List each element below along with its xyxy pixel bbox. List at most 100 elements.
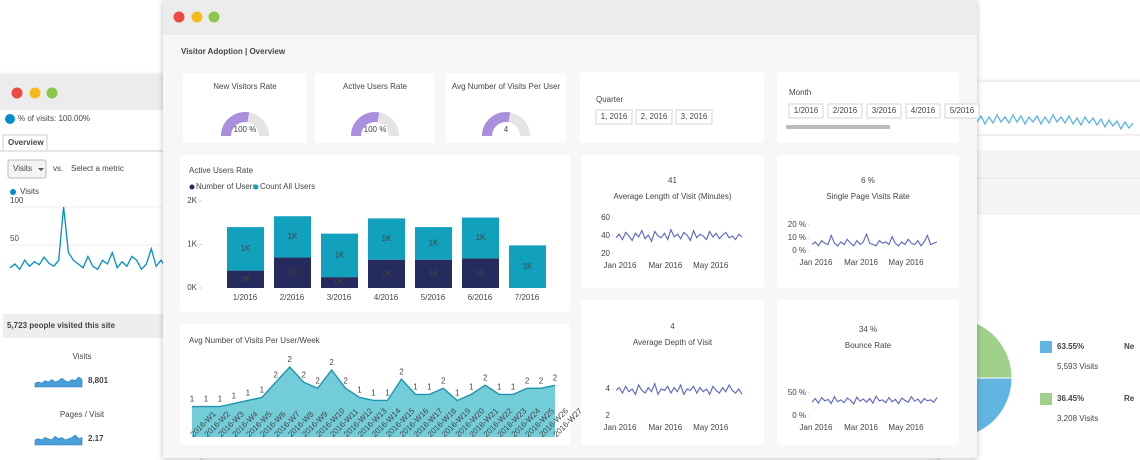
slicer-item[interactable] <box>635 109 673 125</box>
y-tick-label: 20 % <box>788 220 806 229</box>
bar-value-label: 0K <box>241 274 251 283</box>
bar-value-label: 0K <box>335 278 345 287</box>
metric-title: Average Length of Visit (Minutes) <box>614 192 732 201</box>
series-legend-label: Visits <box>20 187 39 196</box>
metric-card <box>777 155 959 288</box>
metric-dropdown[interactable] <box>7 159 47 179</box>
stat-label: Visits <box>73 352 92 361</box>
bar-segment <box>321 277 358 288</box>
x-tick-label: Mar 2016 <box>648 261 682 270</box>
data-label: 2 <box>288 355 293 364</box>
legend-dot <box>189 184 195 190</box>
stat-value: 2.17 <box>88 434 104 443</box>
slicer-item-label[interactable]: 1, 2016 <box>601 112 628 121</box>
x-tick-label: 4/2016 <box>374 293 399 302</box>
bar-value-label: 1K <box>429 269 439 278</box>
kpi-value: 4 <box>504 125 509 134</box>
legend-dot <box>253 184 259 190</box>
data-label: 1 <box>469 383 474 392</box>
slicer-item-label[interactable]: 1/2016 <box>794 106 819 115</box>
legend-label: Re <box>1124 394 1135 403</box>
slicer-label: Month <box>789 88 811 97</box>
bar-segment <box>368 259 405 288</box>
metric-value: 34 % <box>859 325 877 334</box>
slicer-item[interactable] <box>595 109 633 125</box>
slicer-item[interactable] <box>827 103 863 119</box>
slicer-item[interactable] <box>675 109 713 125</box>
slicer-item-label[interactable]: 2, 2016 <box>641 112 668 121</box>
main-window: Visitor Adoption | Overview New Visitors… <box>163 0 980 458</box>
dropdown-caret <box>38 168 44 171</box>
bar-value-label: 1K <box>476 268 486 277</box>
y-tick-label: 1K <box>187 240 197 249</box>
x-tick-label: 3/2016 <box>327 293 352 302</box>
x-tick-label: Jan 2016 <box>604 261 637 270</box>
legend-percent: 36.45% <box>1057 394 1084 403</box>
slicer-item-label[interactable]: 3, 2016 <box>681 112 708 121</box>
metric-value: 4 <box>670 322 675 331</box>
slicer-item-label[interactable]: 5/2016 <box>950 106 975 115</box>
tab-label[interactable]: Overview <box>8 138 44 147</box>
data-label: 1 <box>357 386 362 395</box>
slicer-item[interactable] <box>788 103 824 119</box>
x-tick-label: Mar 2016 <box>648 423 682 432</box>
x-tick-label: Mar 2016 <box>844 423 878 432</box>
kpi-label: Active Users Rate <box>343 82 408 91</box>
bar-value-label: 1K <box>241 244 251 253</box>
gauge-fill <box>351 112 380 137</box>
tab[interactable] <box>2 134 48 152</box>
bar-segment <box>368 218 405 260</box>
data-label: 1 <box>190 395 195 404</box>
metric-card <box>777 300 959 445</box>
data-label: 1 <box>371 389 376 398</box>
y-tick-label: 60 <box>601 213 610 222</box>
data-label: 1 <box>246 389 251 398</box>
legend-label: Number of Users <box>196 182 256 191</box>
data-label: 2 <box>329 358 334 367</box>
close-dot <box>173 11 185 23</box>
x-tick-label: 1/2016 <box>233 293 258 302</box>
slicer-item-label[interactable]: 3/2016 <box>872 106 897 115</box>
y-tick-label: 40 <box>601 231 610 240</box>
scrollbar[interactable] <box>786 125 890 129</box>
y-tick-label: 50 % <box>788 388 806 397</box>
vs-label: vs. <box>53 164 63 173</box>
area-line <box>192 365 556 408</box>
select-metric-link[interactable]: Select a metric <box>71 164 124 173</box>
data-label: 1 <box>232 392 237 401</box>
bar-segment <box>321 233 358 278</box>
bar-value-label: 1K <box>288 268 298 277</box>
legend-count: 5,593 Visits <box>1057 362 1098 371</box>
bar-value-label: 1K <box>382 234 392 243</box>
close-dot <box>11 87 23 99</box>
x-tick-label: 5/2016 <box>421 293 446 302</box>
y-tick-label: 100 <box>10 196 24 205</box>
x-tick-label: Jan 2016 <box>800 423 833 432</box>
x-tick-label: Jan 2016 <box>604 423 637 432</box>
slicer-item[interactable] <box>905 103 941 119</box>
metric-card <box>581 155 764 288</box>
metric-label[interactable]: Visits <box>13 164 32 173</box>
data-label: 2 <box>399 367 404 376</box>
kpi-card <box>446 73 566 143</box>
data-label: 2 <box>301 370 306 379</box>
metric-title: Single Page Visits Rate <box>826 192 910 201</box>
bar-segment <box>415 227 452 260</box>
y-tick-label: 4 <box>606 384 611 393</box>
x-tick-label: May 2016 <box>888 258 924 267</box>
slicer-item-label[interactable]: 4/2016 <box>911 106 936 115</box>
x-tick-label: 6/2016 <box>468 293 493 302</box>
legend-swatch <box>1040 393 1052 405</box>
gauge-fill <box>221 112 250 137</box>
legend-percent: 63.55% <box>1057 342 1084 351</box>
y-tick-label: 20 <box>601 249 610 258</box>
slicer-item-label[interactable]: 2/2016 <box>833 106 858 115</box>
metric-card <box>581 300 764 445</box>
gray-band <box>977 150 1140 215</box>
slicer-item[interactable] <box>944 103 980 119</box>
chart-title: Active Users Rate <box>189 166 254 175</box>
bar-segment <box>274 257 311 288</box>
slicer-item[interactable] <box>866 103 902 119</box>
bar-value-label: 1K <box>335 250 345 259</box>
